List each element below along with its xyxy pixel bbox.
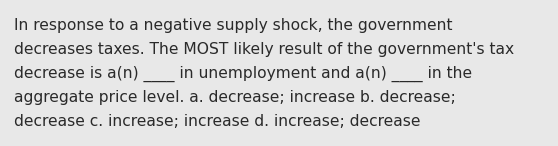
Text: decrease c. increase; increase d. increase; decrease: decrease c. increase; increase d. increa… — [14, 114, 421, 129]
Text: aggregate price level. a. decrease; increase b. decrease;: aggregate price level. a. decrease; incr… — [14, 90, 456, 105]
Text: In response to a negative supply shock, the government: In response to a negative supply shock, … — [14, 18, 453, 33]
Text: decreases taxes. The MOST likely result of the government's tax: decreases taxes. The MOST likely result … — [14, 42, 514, 57]
Text: decrease is a(n) ____ in unemployment and a(n) ____ in the: decrease is a(n) ____ in unemployment an… — [14, 66, 472, 82]
